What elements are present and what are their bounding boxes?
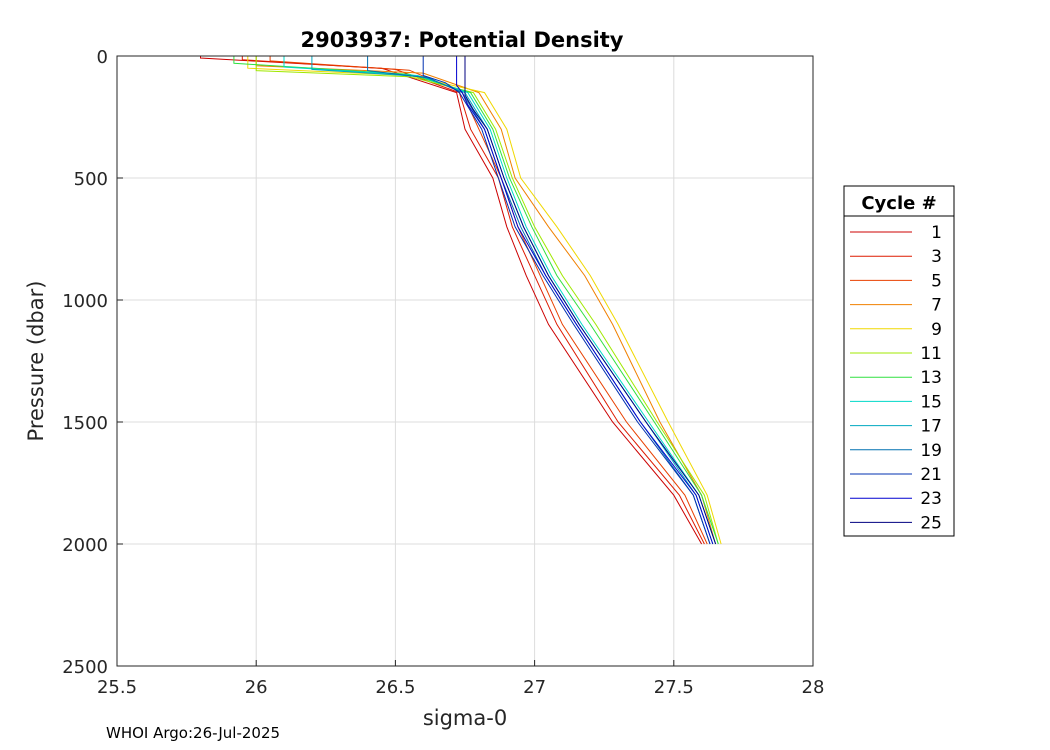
legend-title: Cycle # xyxy=(861,193,936,214)
series-lines xyxy=(200,56,722,545)
series-line-cycle-23 xyxy=(456,56,714,545)
y-tick-label: 2500 xyxy=(62,657,108,678)
legend-label-cycle-13: 13 xyxy=(920,368,942,388)
y-axis-ticks: 0 500 1000 1500 2000 2500 xyxy=(62,47,123,678)
y-tick-label: 1000 xyxy=(62,291,108,312)
legend-label-cycle-7: 7 xyxy=(931,296,942,316)
legend-label-cycle-21: 21 xyxy=(920,465,942,485)
x-axis-label: sigma-0 xyxy=(423,706,507,730)
chart-title: 2903937: Potential Density xyxy=(300,28,623,52)
x-tick-label: 25.5 xyxy=(97,677,137,698)
plot-frame xyxy=(116,55,814,667)
legend-label-cycle-3: 3 xyxy=(931,247,942,267)
legend-label-cycle-23: 23 xyxy=(920,489,942,509)
x-tick-label: 26.5 xyxy=(375,677,415,698)
legend-label-cycle-17: 17 xyxy=(920,417,942,437)
legend-label-cycle-19: 19 xyxy=(920,441,942,461)
legend-label-cycle-9: 9 xyxy=(931,320,942,340)
footer-credit: WHOI Argo:26-Jul-2025 xyxy=(106,724,281,742)
y-axis-label: Pressure (dbar) xyxy=(24,281,48,442)
legend-label-cycle-11: 11 xyxy=(920,344,942,364)
x-tick-label: 28 xyxy=(802,677,825,698)
series-line-cycle-7 xyxy=(255,56,717,545)
x-tick-label: 27.5 xyxy=(654,677,694,698)
x-tick-label: 26 xyxy=(245,677,268,698)
legend-label-cycle-1: 1 xyxy=(931,223,942,243)
y-tick-label: 2000 xyxy=(62,535,108,556)
y-tick-label: 500 xyxy=(74,169,108,190)
legend-label-cycle-5: 5 xyxy=(931,271,942,291)
series-line-cycle-11 xyxy=(255,56,719,545)
y-tick-label: 0 xyxy=(97,47,108,68)
series-line-cycle-21 xyxy=(422,56,711,545)
series-line-cycle-25 xyxy=(464,56,717,545)
plot-area xyxy=(117,56,813,666)
y-tick-label: 1500 xyxy=(62,413,108,434)
legend-box xyxy=(843,185,955,537)
x-axis-ticks: 25.5 26 26.5 27 27.5 28 xyxy=(97,660,824,698)
x-tick-label: 27 xyxy=(523,677,546,698)
legend-label-cycle-25: 25 xyxy=(920,513,942,533)
legend-label-cycle-15: 15 xyxy=(920,392,942,412)
